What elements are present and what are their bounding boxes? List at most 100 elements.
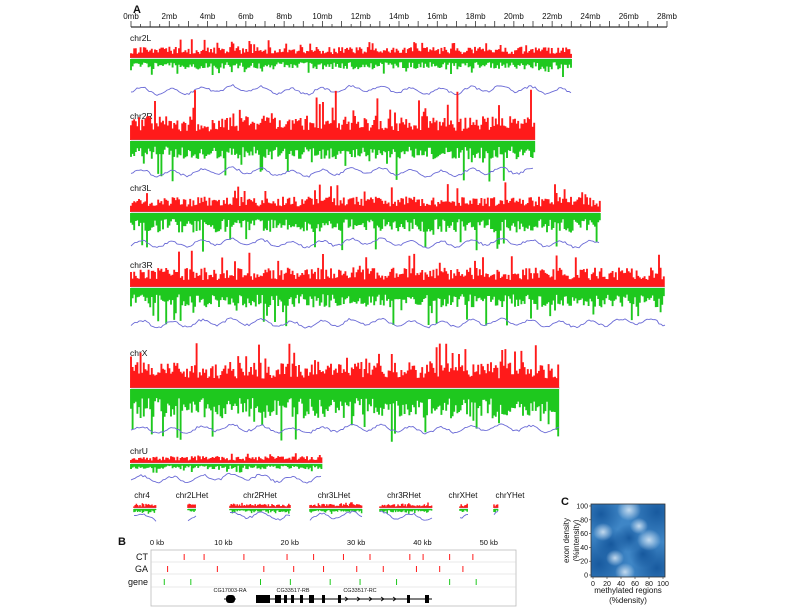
het-track-chrYHet: chrYHet: [493, 491, 525, 515]
chr3L-ga-bars: [130, 213, 601, 252]
chrU-ct-bars: [130, 453, 323, 463]
chr3LHet-ct-bars: [309, 502, 363, 508]
heatmap-x-tick-label: 0: [591, 581, 595, 588]
chr3L-ct-bars: [130, 182, 601, 212]
chrXHet-ga-bars: [459, 509, 468, 512]
het-track-chr4: chr4: [133, 491, 157, 522]
gene-model-exon: [300, 595, 303, 603]
chr3RHet-ct-bars: [379, 502, 433, 508]
heatmap-sparse-region: [615, 563, 635, 577]
browser-tick-label: 50 kb: [480, 538, 498, 547]
chr2LHet-ct-bars: [187, 503, 196, 508]
gene-label: CG33517-RB: [276, 588, 309, 594]
scale-tick-label: 18mb: [466, 12, 487, 21]
chromosome-track-chr2L: chr2L: [130, 33, 572, 96]
gene-label: CG33517-RC: [343, 588, 376, 594]
heatmap-x-tick-label: 40: [617, 581, 625, 588]
chr2RHet-ga-bars: [229, 509, 291, 514]
chr3LHet-ga-bars: [309, 509, 363, 514]
gene-browser-panel: 0 kb 10 kb 20 kb 30 kb 40 kb 50 kb CT GA gene CG1…: [128, 538, 517, 607]
browser-tick-label: 10 kb: [214, 538, 232, 547]
heatmap-x-tick-label: 20: [603, 581, 611, 588]
chr4-ct-bars: [133, 503, 157, 508]
scale-tick-label: 0mb: [123, 12, 139, 21]
chr3LHet-density-line: [309, 510, 363, 521]
chr2R-density-line: [130, 166, 534, 178]
heatmap-y-tick-label: 100: [576, 504, 588, 511]
heatmap-sparse-region: [630, 517, 648, 535]
chrYHet-ct-bars: [493, 504, 499, 508]
heatmap-x-tick-label: 80: [645, 581, 653, 588]
scale-tick-label: 8mb: [276, 12, 292, 21]
scale-tick-label: 20mb: [504, 12, 525, 21]
heatmap-x-tick-label: 60: [631, 581, 639, 588]
scale-tick-label: 2mb: [162, 12, 178, 21]
het-chromosome-label: chr4: [134, 491, 150, 500]
chr4-density-line: [133, 513, 157, 522]
chrX-ct-bars: [130, 343, 560, 388]
gene-model-exon: [407, 595, 410, 603]
het-track-chr2RHet: chr2RHet: [229, 491, 291, 521]
browser-tick-label: 30 kb: [347, 538, 365, 547]
chr3R-ga-bars: [130, 288, 665, 327]
browser-tick-label: 0 kb: [150, 538, 164, 547]
scale-tick-label: 26mb: [619, 12, 640, 21]
heatmap-y-tick-label: 20: [580, 559, 588, 566]
chromosome-label: chr3R: [130, 260, 153, 270]
heatmap-y-tick-label: 80: [580, 517, 588, 524]
chrXHet-density-line: [459, 514, 469, 519]
chrX-density-line: [130, 423, 560, 435]
chr3RHet-density-line: [379, 510, 433, 521]
browser-tick-label: 20 kb: [281, 538, 299, 547]
scale-tick-label: 4mb: [200, 12, 216, 21]
chromosome-track-chr3L: chr3L: [130, 182, 601, 252]
chr2L-density-line: [130, 84, 572, 96]
heatmap-sparse-region: [637, 529, 661, 551]
heatmap-x-axis-label: methylated regions: [594, 586, 662, 595]
heatmap-sparse-region: [593, 523, 613, 541]
het-track-chr3RHet: chr3RHet: [379, 491, 433, 521]
track-label-gene: gene: [128, 577, 148, 587]
gene-model-exon: [284, 595, 287, 603]
genome-scale-axis: 0mb 2mb 4mb 6mb 8mb 10mb 12mb 14mb 16mb 18mb 20mb 2…: [123, 12, 678, 28]
strand-arrow: [356, 596, 361, 602]
panel-c-label: C: [561, 496, 569, 508]
chrYHet-density-line: [493, 510, 499, 515]
het-chromosome-label: chr2RHet: [243, 491, 278, 500]
scale-tick-label: 22mb: [542, 12, 563, 21]
gene-model-exon: [322, 595, 325, 603]
het-chromosome-label: chrXHet: [449, 491, 479, 500]
scale-tick-label: 24mb: [580, 12, 601, 21]
strand-arrow: [344, 596, 349, 602]
chromosome-track-chrU: chrU: [130, 446, 323, 484]
chromosome-label: chr3L: [130, 183, 152, 193]
gene-model-exon: [338, 595, 341, 603]
chromosome-label: chrU: [130, 446, 148, 456]
chr2LHet-density-line: [187, 515, 197, 522]
gene-model-exon: [226, 595, 235, 603]
chr2R-ga-bars: [130, 141, 536, 182]
browser-frame: [150, 549, 517, 607]
chromosome-tracks: chr2L chr2R chr3L chr3R chrX chrU: [130, 33, 666, 484]
gene-model-exon: [425, 595, 429, 603]
chr2L-ct-bars: [130, 39, 572, 58]
het-track-chrXHet: chrXHet: [449, 491, 479, 519]
heatmap-y-tick-label: 0: [584, 573, 588, 580]
panel-b-label: B: [118, 536, 126, 548]
track-label-ga: GA: [135, 564, 148, 574]
strand-arrow: [380, 596, 385, 602]
heatmap-y-tick-label: 40: [580, 545, 588, 552]
chr2RHet-density-line: [229, 511, 291, 521]
panel-a-label: A: [133, 4, 141, 16]
heatmap-y-axis-label: exon density: [562, 518, 571, 563]
chr2L-ga-bars: [130, 59, 572, 77]
het-chromosome-tracks: chr4 chr2LHet chr2RHet chr3LHet chr3RHet chrX…: [133, 491, 525, 522]
scale-tick-label: 6mb: [238, 12, 254, 21]
heatmap-y-axis-label: (%intensity): [572, 519, 581, 561]
chrU-ga-bars: [130, 464, 323, 473]
heatmap-frame: [590, 503, 666, 578]
chromosome-track-chr3R: chr3R: [130, 250, 666, 329]
chr2RHet-ct-bars: [229, 502, 291, 508]
